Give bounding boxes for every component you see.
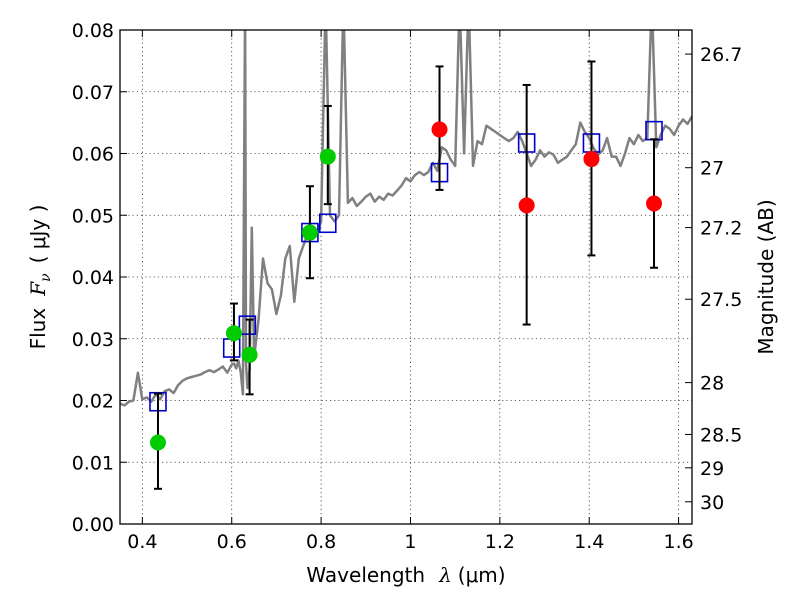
y-axis-label-unit: ( μJy )	[26, 205, 50, 264]
x-tick-label: 0.8	[306, 531, 336, 553]
observed-point-green	[301, 224, 318, 241]
y-axis-label-subscript: ν	[38, 273, 54, 282]
x-tick-label: 1	[404, 531, 416, 553]
x-tick-label: 1.2	[485, 531, 515, 553]
y2-tick-label: 30	[700, 492, 724, 514]
y2-tick-label: 28.5	[700, 424, 742, 446]
observed-point-red	[583, 151, 600, 168]
x-axis-label-unit: (μm)	[458, 563, 506, 587]
observed-point-green	[241, 346, 258, 363]
y-tick-label: 0.05	[72, 205, 114, 227]
grid	[120, 30, 692, 524]
y-tick-label: 0.07	[72, 82, 114, 104]
x-tick-label: 0.6	[217, 531, 247, 553]
y-tick-label: 0.01	[72, 452, 114, 474]
x-tick-label: 1.4	[574, 531, 604, 553]
y-tick-label: 0.04	[72, 267, 114, 289]
x-tick-label: 0.4	[127, 531, 157, 553]
y2-tick-label: 27	[700, 158, 724, 180]
y-tick-label: 0.02	[72, 391, 114, 413]
observed-point-green	[225, 325, 242, 342]
y-axis-label-prefix: Flux	[26, 308, 50, 350]
y-tick-label: 0.00	[72, 514, 114, 536]
y-tick-label: 0.03	[72, 329, 114, 351]
observed-point-red	[431, 121, 448, 138]
y2-tick-label: 28	[700, 373, 724, 395]
observed-point-green	[319, 148, 336, 165]
y-axis-label-symbol: F	[26, 281, 50, 297]
x-tick-label: 1.6	[663, 531, 693, 553]
x-axis-label-symbol: λ	[438, 563, 452, 587]
observed-point-green	[149, 434, 166, 451]
y2-tick-label: 29	[700, 458, 724, 480]
markers-layer	[149, 60, 663, 490]
x-axis-label: Wavelength λ (μm)	[306, 563, 505, 587]
observed-point-red	[646, 195, 663, 212]
y-tick-label: 0.08	[72, 20, 114, 42]
model-photometry-square	[238, 315, 257, 335]
observed-point-red	[518, 197, 535, 214]
y2-axis-label: Magnitude (AB)	[754, 199, 778, 354]
x-axis-label-prefix: Wavelength	[306, 563, 425, 587]
model-photometry-square	[318, 213, 337, 234]
y-axis-label: Flux Fν ( μJy )	[26, 205, 54, 350]
y-tick-label: 0.06	[72, 144, 114, 166]
y2-tick-label: 26.7	[700, 44, 742, 66]
y2-tick-label: 27.2	[700, 218, 742, 240]
y2-tick-label: 27.5	[700, 289, 742, 311]
ticks: 0.4 0.6 0.8 1 1.2 1.4 1.6 0.00 0.01 0.02 0.03 0.04 0…	[72, 20, 743, 553]
